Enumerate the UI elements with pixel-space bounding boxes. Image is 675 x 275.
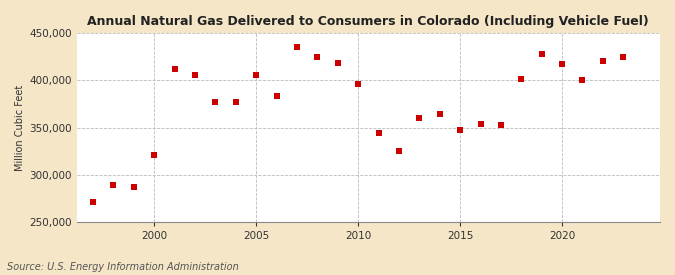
Point [353, 82, 364, 86]
Point [292, 44, 302, 49]
Point [577, 78, 588, 82]
Point [557, 62, 568, 67]
Point [537, 52, 547, 56]
Point [230, 100, 241, 104]
Point [271, 94, 282, 99]
Point [332, 60, 343, 65]
Point [169, 67, 180, 71]
Point [108, 183, 119, 187]
Point [373, 131, 384, 135]
Point [394, 149, 404, 153]
Point [210, 100, 221, 104]
Point [414, 116, 425, 120]
Text: Source: U.S. Energy Information Administration: Source: U.S. Energy Information Administ… [7, 262, 238, 272]
Point [597, 59, 608, 63]
Point [312, 55, 323, 59]
Point [495, 122, 506, 127]
Title: Annual Natural Gas Delivered to Consumers in Colorado (Including Vehicle Fuel): Annual Natural Gas Delivered to Consumer… [88, 15, 649, 28]
Point [190, 73, 200, 77]
Point [618, 55, 628, 59]
Point [148, 153, 159, 157]
Point [516, 77, 526, 82]
Point [250, 73, 261, 77]
Point [475, 122, 486, 126]
Point [455, 128, 466, 133]
Y-axis label: Million Cubic Feet: Million Cubic Feet [15, 84, 25, 171]
Point [128, 185, 139, 189]
Point [434, 112, 445, 117]
Point [88, 200, 99, 204]
